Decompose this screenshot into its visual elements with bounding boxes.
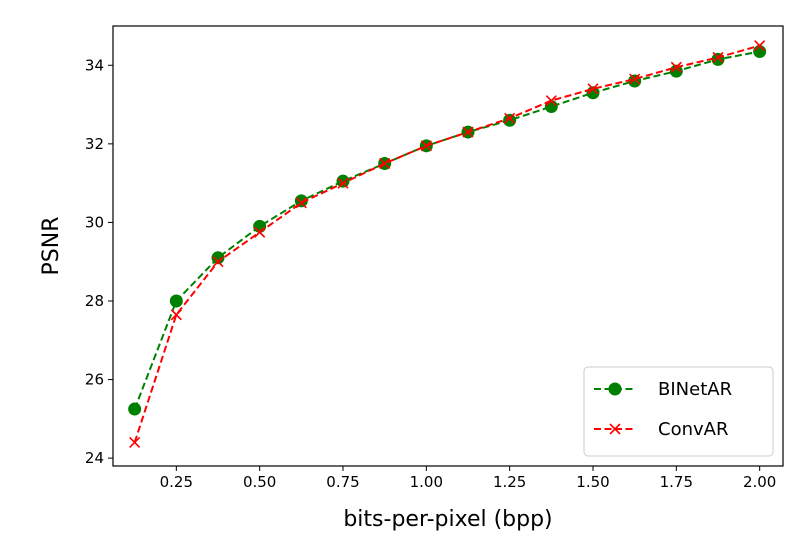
data-point-binetar bbox=[336, 174, 350, 188]
y-tick-label: 34 bbox=[85, 56, 104, 74]
x-tick-label: 1.00 bbox=[410, 473, 443, 491]
plot-frame bbox=[112, 25, 784, 467]
y-tick-label: 26 bbox=[85, 371, 104, 389]
legend-item-binetar: BINetAR bbox=[594, 379, 732, 400]
data-point-convar bbox=[587, 83, 599, 95]
y-tick-label: 28 bbox=[85, 292, 104, 310]
data-point-convar bbox=[504, 112, 516, 124]
data-point-convar bbox=[754, 40, 766, 52]
data-point-convar bbox=[295, 197, 307, 209]
y-axis: 24 26 28 30 32 34 bbox=[85, 56, 113, 467]
legend-marker-convar bbox=[609, 423, 621, 435]
data-point-binetar bbox=[128, 402, 142, 416]
data-point-binetar bbox=[503, 113, 517, 127]
x-tick-label: 1.25 bbox=[493, 473, 526, 491]
data-point-binetar bbox=[253, 219, 267, 233]
legend-marker-binetar bbox=[608, 382, 622, 396]
legend-label: ConvAR bbox=[658, 419, 728, 440]
x-tick-label: 0.75 bbox=[326, 473, 359, 491]
data-point-convar bbox=[629, 73, 641, 85]
data-point-convar bbox=[170, 309, 182, 321]
legend-label: BINetAR bbox=[658, 379, 732, 400]
y-axis-label: PSNR bbox=[39, 217, 64, 276]
x-axis: 0.25 0.50 0.75 1.00 1.25 1.50 1.75 2.00 bbox=[160, 466, 776, 491]
data-point-binetar bbox=[669, 64, 683, 78]
data-point-convar bbox=[545, 95, 557, 107]
data-point-convar bbox=[254, 226, 266, 238]
data-point-convar bbox=[379, 157, 391, 170]
x-tick-label: 0.50 bbox=[243, 473, 276, 491]
y-tick-label: 24 bbox=[85, 449, 104, 467]
data-point-convar bbox=[212, 256, 224, 268]
data-point-convar bbox=[337, 177, 349, 189]
x-tick-label: 1.75 bbox=[660, 473, 693, 491]
x-tick-label: 2.00 bbox=[743, 473, 776, 491]
data-point-convar bbox=[129, 436, 141, 448]
data-point-convar bbox=[712, 51, 724, 63]
data-point-convar bbox=[462, 126, 474, 138]
data-point-convar bbox=[420, 140, 432, 152]
x-tick-label: 1.50 bbox=[576, 473, 609, 491]
y-tick-label: 32 bbox=[85, 135, 104, 153]
data-point-binetar bbox=[753, 45, 767, 59]
x-tick-label: 0.25 bbox=[160, 473, 193, 491]
y-tick-label: 30 bbox=[85, 213, 104, 231]
series-layer bbox=[128, 40, 767, 448]
legend-item-convar: ConvAR bbox=[594, 419, 728, 440]
legend: BINetAR ConvAR bbox=[583, 366, 774, 457]
data-point-convar bbox=[670, 61, 682, 73]
data-point-binetar bbox=[169, 294, 183, 308]
x-axis-label: bits-per-pixel (bpp) bbox=[343, 507, 552, 532]
series-line-convar bbox=[133, 44, 760, 443]
